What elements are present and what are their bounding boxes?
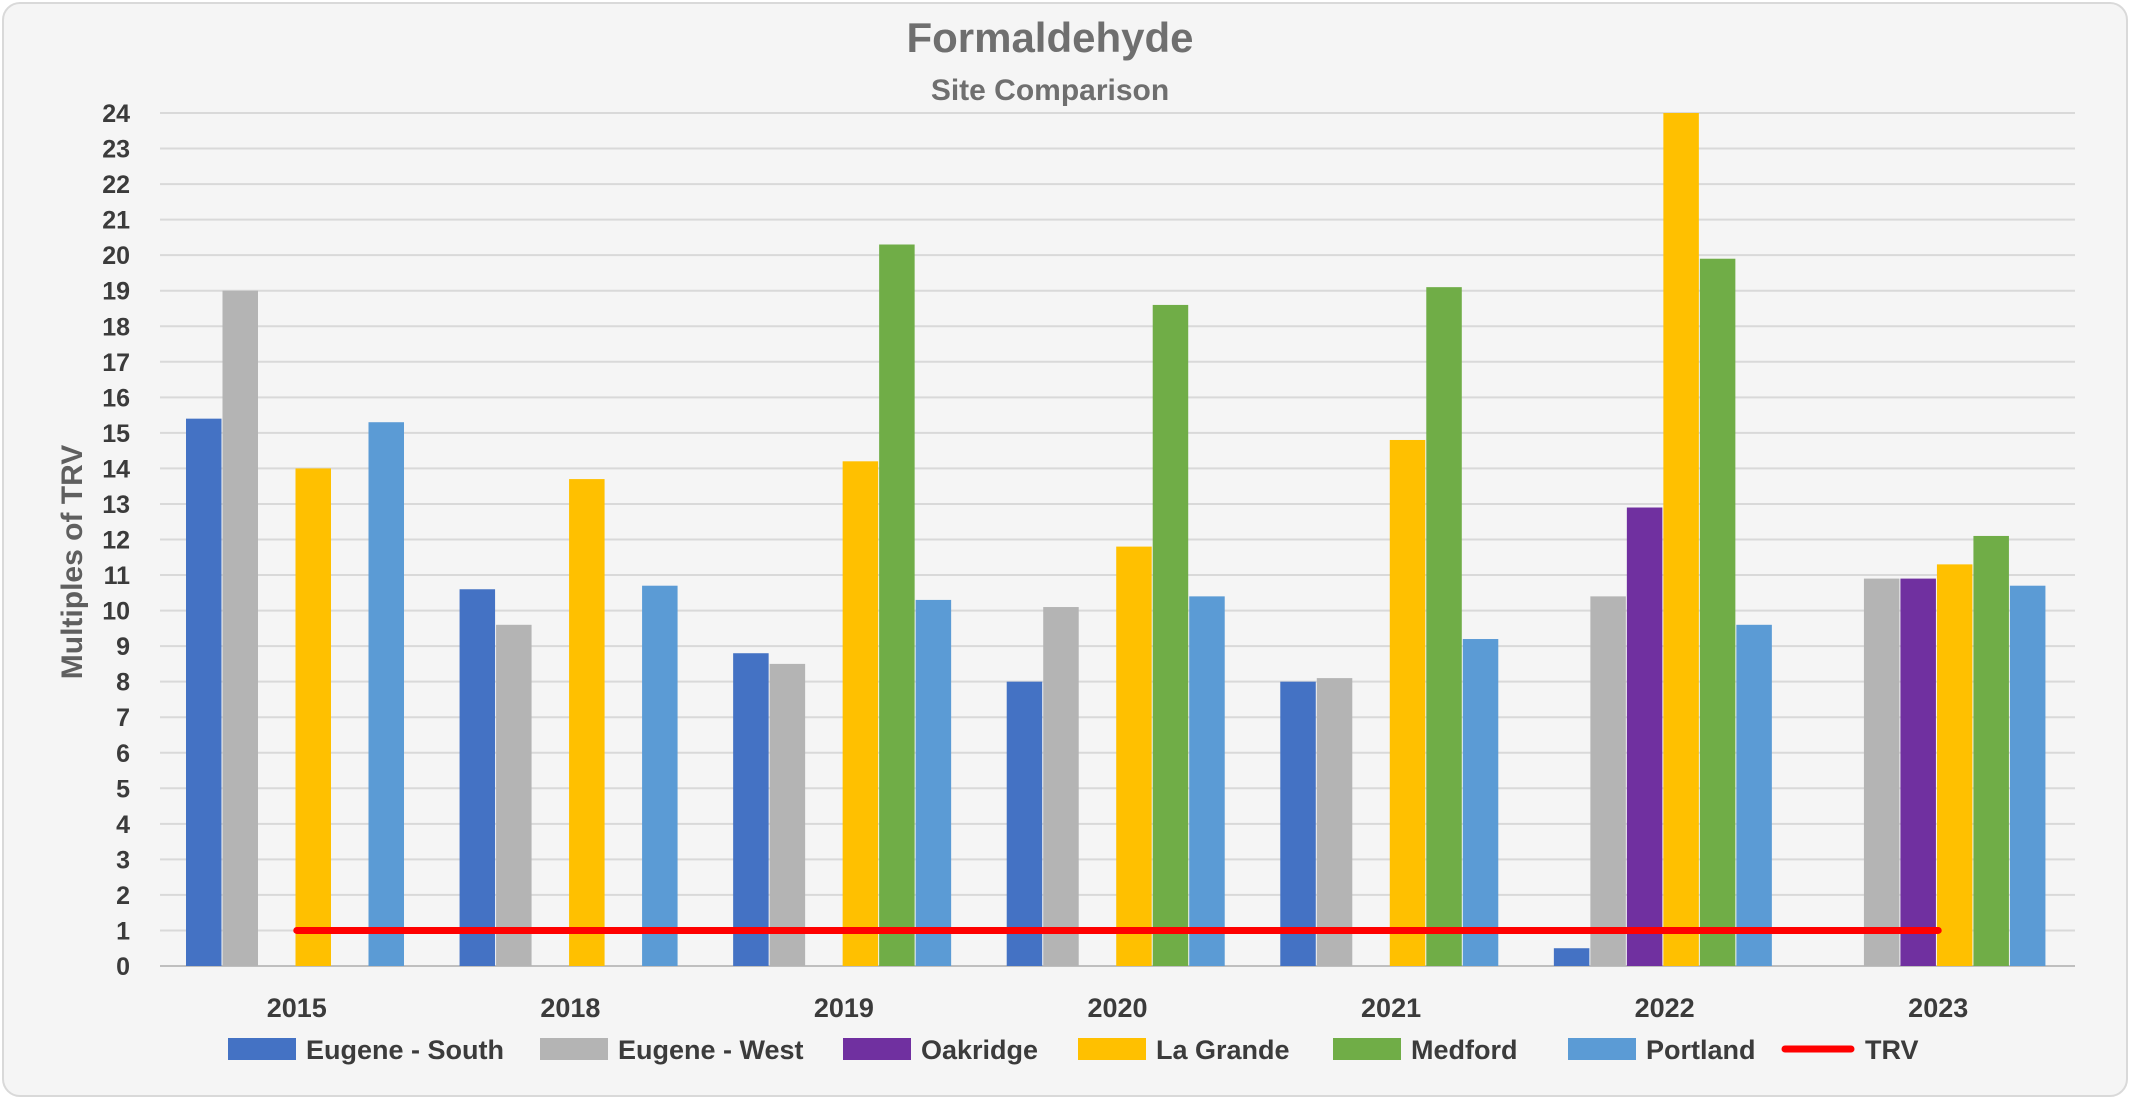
y-tick-label: 4 xyxy=(116,811,130,839)
legend-label: Eugene - South xyxy=(306,1035,504,1065)
y-tick-label: 21 xyxy=(102,207,130,235)
bar xyxy=(879,244,915,967)
legend-label: Medford xyxy=(1411,1035,1517,1065)
bar xyxy=(1973,535,2009,966)
chart-title: Formaldehyde xyxy=(906,14,1193,61)
bar xyxy=(2009,585,2046,966)
y-tick-label: 10 xyxy=(102,598,130,626)
y-tick-label: 7 xyxy=(116,704,130,732)
bar xyxy=(1280,681,1316,966)
bar xyxy=(842,461,879,966)
y-tick-label: 11 xyxy=(104,562,131,590)
legend-label: Eugene - West xyxy=(618,1035,804,1065)
bar xyxy=(1043,607,1079,966)
bar xyxy=(769,663,806,966)
y-tick-label: 23 xyxy=(102,136,130,164)
legend-label: TRV xyxy=(1865,1035,1919,1065)
bar xyxy=(733,653,769,966)
bar xyxy=(569,479,605,966)
legend-label: Portland xyxy=(1646,1035,1756,1065)
y-tick-label: 16 xyxy=(102,384,130,412)
y-tick-label: 20 xyxy=(102,242,130,270)
bar xyxy=(1389,439,1426,966)
chart-subtitle: Site Comparison xyxy=(931,74,1169,107)
bar xyxy=(642,585,678,966)
legend: Eugene - South Eugene - West Oakridge La Gr… xyxy=(228,1035,1919,1065)
y-tick-label: 6 xyxy=(116,740,130,768)
bar xyxy=(1116,546,1152,966)
y-tick-label: 19 xyxy=(102,278,130,306)
y-tick-label: 17 xyxy=(102,349,130,377)
y-tick-label: 9 xyxy=(116,633,130,661)
y-tick-label: 5 xyxy=(116,775,130,803)
bar xyxy=(459,589,496,966)
x-tick-label: 2023 xyxy=(1908,993,1968,1023)
bar xyxy=(1736,624,1772,966)
x-tick-label: 2018 xyxy=(540,993,600,1023)
x-tick-label: 2020 xyxy=(1087,993,1147,1023)
y-tick-label: 18 xyxy=(102,313,130,341)
bar xyxy=(1663,113,1699,966)
legend-swatch xyxy=(1078,1038,1146,1060)
bar xyxy=(1900,578,1936,966)
y-tick-label: 8 xyxy=(116,669,130,697)
bar xyxy=(1152,304,1189,966)
y-tick-label: 3 xyxy=(116,846,130,874)
y-tick-label: 0 xyxy=(116,953,130,981)
y-tick-label: 13 xyxy=(102,491,130,519)
legend-label: La Grande xyxy=(1156,1035,1290,1065)
bar xyxy=(1006,681,1043,966)
legend-swatch xyxy=(540,1038,608,1060)
bar xyxy=(496,624,532,966)
bar xyxy=(186,418,222,966)
y-tick-label: 15 xyxy=(102,420,130,448)
bar xyxy=(915,599,952,966)
legend-swatch xyxy=(1568,1038,1636,1060)
y-tick-label: 1 xyxy=(116,917,130,945)
bar xyxy=(1936,564,1973,966)
bar xyxy=(1863,578,1900,966)
bar xyxy=(1189,596,1225,966)
bar xyxy=(1553,948,1590,966)
y-tick-label: 24 xyxy=(102,100,130,128)
bar xyxy=(1626,507,1663,966)
y-tick-label: 14 xyxy=(102,455,130,483)
x-tick-label: 2015 xyxy=(267,993,327,1023)
x-axis-ticks: 2015 2018 2019 2020 2021 2022 2023 xyxy=(267,993,1969,1023)
x-tick-label: 2022 xyxy=(1635,993,1695,1023)
x-tick-label: 2019 xyxy=(814,993,874,1023)
y-tick-label: 2 xyxy=(116,882,130,910)
bars xyxy=(186,113,2046,967)
legend-swatch xyxy=(228,1038,296,1060)
bar xyxy=(222,290,258,966)
bar xyxy=(1699,258,1736,966)
bar xyxy=(1462,639,1499,966)
legend-swatch xyxy=(843,1038,911,1060)
legend-swatch xyxy=(1333,1038,1401,1060)
y-tick-label: 22 xyxy=(102,171,130,199)
bar xyxy=(1426,287,1462,966)
x-tick-label: 2021 xyxy=(1361,993,1421,1023)
bar xyxy=(368,422,404,966)
bar xyxy=(1590,596,1626,966)
y-axis-label: Multiples of TRV xyxy=(56,445,89,679)
legend-label: Oakridge xyxy=(921,1035,1038,1065)
y-tick-label: 12 xyxy=(102,527,130,555)
bar xyxy=(1316,678,1353,966)
bar xyxy=(295,468,331,966)
